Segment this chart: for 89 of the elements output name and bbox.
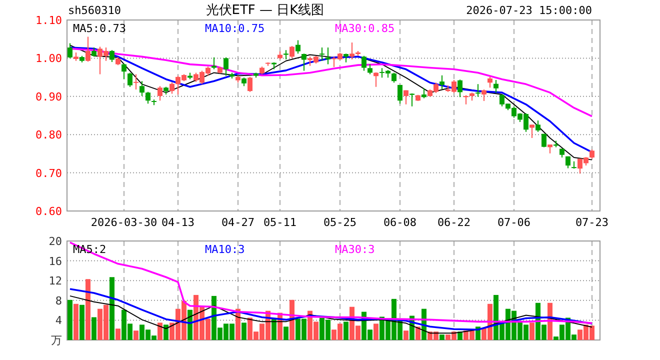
y-tick-label: 1.00 <box>36 52 62 66</box>
x-tick-label: 06-22 <box>437 216 471 229</box>
x-tick-label: 2026-03-30 <box>90 216 158 229</box>
bar <box>74 304 78 340</box>
candlestick <box>422 88 426 99</box>
candlestick <box>404 90 408 105</box>
series-label: MA5:0.73 <box>73 22 126 35</box>
candlestick <box>122 63 126 80</box>
x-tick-label: 06-08 <box>383 216 417 229</box>
candlestick <box>224 56 228 76</box>
bar <box>284 326 288 340</box>
candlestick <box>398 84 402 104</box>
candlestick <box>296 40 300 54</box>
x-tick-label: 07-06 <box>497 216 531 229</box>
x-tick-label: 07-23 <box>575 216 609 229</box>
candlestick <box>290 45 294 59</box>
text: sh560310 <box>68 4 121 17</box>
text: 2026-07-23 15:00:00 <box>466 4 592 17</box>
bar <box>374 324 378 340</box>
x-tick-label: 04-27 <box>221 216 255 229</box>
candlestick <box>92 47 96 58</box>
y-tick-label: 万 <box>51 334 62 347</box>
y-tick-label: 20 <box>48 235 62 248</box>
bar <box>92 317 96 340</box>
text: MA10:0.75 <box>205 22 265 35</box>
candlestick <box>530 124 534 139</box>
text: MA10:3 <box>205 243 245 256</box>
bar <box>86 279 90 340</box>
bar <box>80 304 84 340</box>
bar <box>404 330 408 340</box>
candlestick <box>320 47 324 62</box>
candlestick <box>590 149 594 160</box>
bar <box>134 330 138 340</box>
x-tick-label: 05-11 <box>263 216 297 229</box>
candlestick <box>248 76 252 92</box>
bar <box>530 322 534 340</box>
chart-title: 光伏ETF — 日K线图 <box>206 3 324 18</box>
y-tick-label: 0.90 <box>36 90 62 104</box>
candlestick <box>536 120 540 132</box>
candlestick <box>494 79 498 94</box>
bar <box>548 302 552 340</box>
candlestick <box>158 86 162 102</box>
candlestick <box>146 91 150 104</box>
x-tick-label: 05-25 <box>323 216 357 229</box>
bar <box>242 322 246 340</box>
candlestick <box>440 74 444 90</box>
candlestick <box>368 64 372 75</box>
y-tick-label: 0.80 <box>36 128 62 142</box>
candlestick <box>326 47 330 65</box>
candlestick <box>362 55 366 72</box>
line-series <box>70 295 592 334</box>
candlestick <box>86 36 90 62</box>
y-tick-label: 8 <box>55 294 62 308</box>
bar <box>158 322 162 340</box>
bar <box>344 322 348 340</box>
candlestick <box>488 76 492 88</box>
candlestick <box>68 42 72 59</box>
candlestick <box>134 74 138 90</box>
bar <box>68 300 72 340</box>
candlestick <box>410 92 414 107</box>
candlestick <box>140 80 144 97</box>
x-tick-label: 04-13 <box>161 216 195 229</box>
candlestick <box>284 50 288 60</box>
y-tick-label: 0.70 <box>36 166 62 180</box>
candlestick <box>482 89 486 102</box>
bar <box>272 318 276 340</box>
candlestick <box>128 72 132 88</box>
candlestick <box>170 82 174 94</box>
candlestick <box>374 72 378 88</box>
bar <box>440 334 444 340</box>
candlestick <box>392 72 396 84</box>
candlestick <box>212 56 216 70</box>
bar <box>416 326 420 340</box>
text: MA30:3 <box>335 243 375 256</box>
bar <box>164 324 168 340</box>
y-tick-label: 16 <box>48 254 62 268</box>
candlestick <box>476 84 480 98</box>
line-series <box>69 288 593 331</box>
bar <box>110 277 114 340</box>
candlestick <box>110 50 114 63</box>
y-tick-label: 12 <box>48 274 62 288</box>
bar <box>116 328 120 340</box>
y-tick-label: 0.60 <box>36 205 62 218</box>
candlestick <box>302 53 306 72</box>
text: MA30:0.85 <box>335 22 395 35</box>
y-tick-label: 1.10 <box>36 14 62 27</box>
y-tick-label: 4 <box>55 314 62 328</box>
line-series <box>69 242 593 324</box>
candlestick <box>458 79 462 98</box>
